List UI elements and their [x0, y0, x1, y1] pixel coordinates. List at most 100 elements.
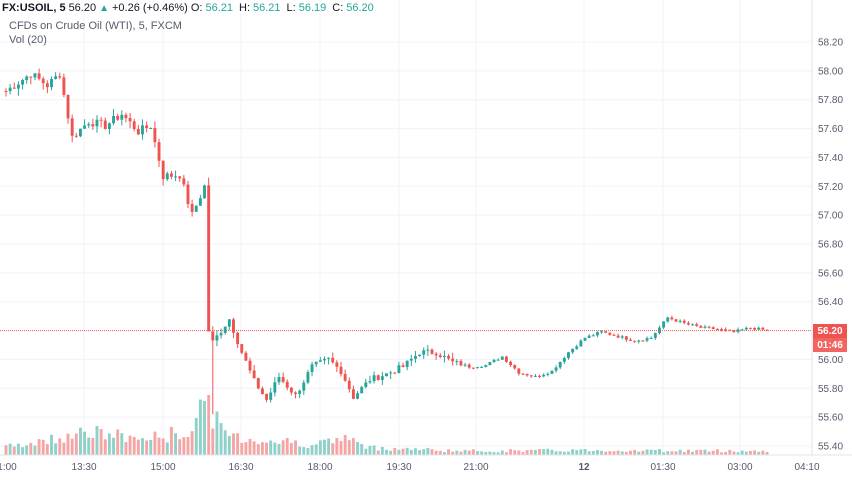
volume-bar — [29, 442, 33, 455]
volume-bar — [190, 431, 194, 455]
volume-bar — [174, 433, 178, 455]
volume-bar — [331, 443, 335, 455]
candle-body — [198, 198, 202, 206]
candle-body — [83, 125, 87, 129]
candle-body — [112, 115, 115, 124]
candle-body — [426, 349, 430, 351]
time-tick-label: 15:00 — [150, 462, 175, 473]
candle-body — [161, 160, 165, 180]
candle-body — [107, 123, 111, 129]
volume-bar — [99, 429, 103, 455]
candle-body — [575, 346, 579, 349]
volume-bar — [600, 450, 604, 455]
volume-bar — [198, 399, 202, 455]
volume-bar — [658, 448, 661, 455]
close-value: 56.20 — [346, 2, 374, 14]
candle-body — [600, 331, 604, 333]
candle-body — [463, 364, 467, 366]
volume-bar — [720, 452, 723, 455]
volume-bar — [211, 428, 215, 455]
candle-body — [711, 327, 715, 330]
volume-bar — [633, 449, 637, 455]
candle-body — [294, 392, 297, 394]
candle-body — [248, 360, 252, 371]
volume-bar — [153, 431, 157, 455]
last-price-value: 56.20 — [817, 326, 842, 337]
volume-bar — [525, 450, 529, 455]
volume-indicator-label[interactable]: Vol (20) — [9, 34, 47, 46]
volume-bar — [12, 446, 16, 455]
time-axis[interactable]: 1:00 13:30 15:00 16:30 18:00 19:30 21:00 12 01:3… — [0, 462, 820, 473]
volume-bar — [517, 450, 521, 455]
volume-bar — [488, 451, 492, 455]
volume-bar — [157, 437, 161, 455]
volume-bar — [480, 451, 484, 455]
volume-bar — [289, 442, 293, 455]
time-tick-label: 03:00 — [727, 462, 752, 473]
volume-bars — [4, 395, 769, 455]
candle-body — [281, 377, 285, 382]
volume-bar — [691, 451, 695, 455]
open-value: 56.21 — [205, 2, 233, 14]
volume-bar — [4, 445, 8, 455]
volume-bar — [467, 450, 471, 455]
candle-body — [749, 327, 752, 329]
volume-bar — [732, 451, 736, 455]
candle-body — [215, 335, 219, 341]
candle-body — [567, 352, 570, 359]
candle-body — [724, 329, 728, 331]
volume-bar — [389, 450, 393, 455]
volume-bar — [438, 450, 442, 455]
volume-bar — [749, 450, 752, 455]
volume-bar — [347, 440, 351, 455]
volume-bar — [169, 426, 173, 455]
volume-bar — [356, 441, 359, 455]
candle-body — [653, 333, 657, 338]
volume-bar — [364, 448, 368, 455]
candle-body — [707, 326, 711, 328]
candle-body — [624, 336, 628, 340]
up-arrow-icon: ▲ — [99, 2, 109, 14]
volume-bar — [215, 411, 219, 455]
volume-bar — [699, 449, 703, 455]
volume-bar — [558, 451, 562, 455]
candle-body — [620, 336, 624, 338]
price-axis[interactable]: 58.20 58.00 57.80 57.60 57.40 57.20 57.00 56.80… — [818, 38, 843, 453]
candle-body — [447, 355, 450, 359]
volume-bar — [476, 451, 479, 455]
countdown-value: 01:46 — [817, 340, 843, 351]
candle-body — [595, 332, 599, 336]
time-tick-label: 13:30 — [71, 462, 96, 473]
volume-bar — [724, 451, 728, 455]
volume-bar — [554, 451, 558, 455]
candle-body — [517, 368, 521, 374]
volume-bar — [682, 451, 686, 455]
symbol-label[interactable]: FX:USOIL, 5 — [2, 2, 66, 14]
candle-body — [37, 73, 41, 79]
candle-body — [364, 382, 368, 388]
candle-body — [699, 326, 703, 328]
volume-bar — [149, 439, 153, 455]
volume-bar — [78, 427, 82, 455]
candle-body — [612, 334, 616, 336]
volume-bar — [418, 450, 422, 455]
volume-bar — [136, 439, 140, 455]
volume-bar — [414, 448, 417, 455]
volume-bar — [447, 449, 450, 455]
volume-bar — [256, 444, 260, 455]
volume-bar — [62, 442, 66, 455]
last-price-text: 56.20 — [68, 2, 97, 14]
price-tick-label: 56.00 — [818, 355, 843, 366]
candle-body — [356, 393, 359, 399]
volume-bar — [595, 450, 599, 455]
candle-body — [608, 332, 612, 335]
candle-body — [604, 331, 608, 333]
candle-body — [761, 327, 765, 330]
volume-bar — [58, 438, 62, 455]
volume-bar — [165, 442, 169, 455]
candle-body — [550, 370, 554, 374]
volume-bar — [703, 449, 707, 455]
time-tick-label: 1:00 — [0, 462, 17, 473]
candle-body — [641, 340, 645, 342]
